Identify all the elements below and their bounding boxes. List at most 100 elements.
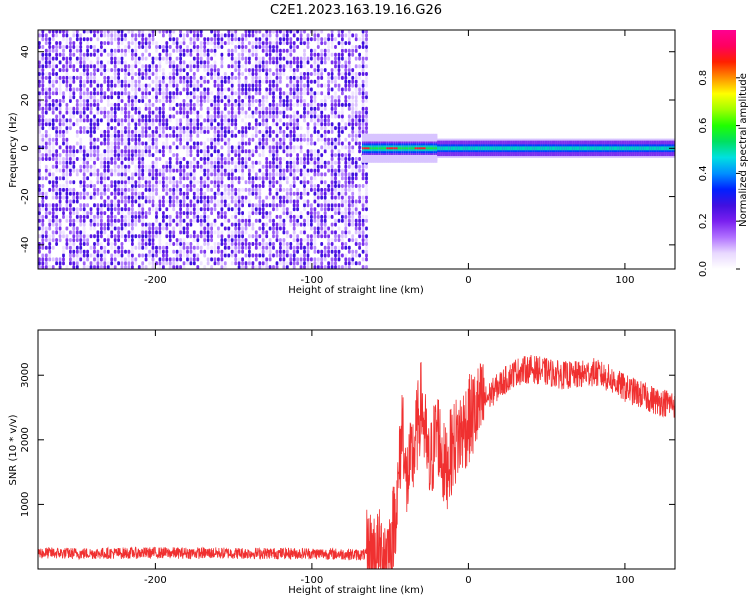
heatmap-cell	[134, 48, 138, 53]
heatmap-cell	[48, 126, 52, 131]
heatmap-cell	[217, 137, 220, 142]
heatmap-cell	[341, 75, 344, 80]
heatmap-cell	[265, 52, 269, 57]
heatmap-cell	[48, 122, 52, 127]
heatmap-cell	[155, 41, 158, 46]
heatmap-cell	[289, 106, 293, 111]
heatmap-cell	[148, 207, 151, 212]
heatmap-cell	[196, 79, 200, 84]
heatmap-cell	[137, 242, 141, 246]
heatmap-cell	[124, 172, 127, 177]
heatmap-cell	[313, 238, 317, 243]
heatmap-cell	[268, 214, 272, 219]
heatmap-cell	[220, 126, 224, 131]
heatmap-cell	[261, 234, 265, 239]
heatmap-cell	[51, 118, 55, 123]
heatmap-cell	[41, 203, 45, 208]
heatmap-cell	[268, 33, 272, 38]
heatmap-cell	[237, 68, 241, 73]
heatmap-cell	[82, 203, 86, 208]
heatmap-cell	[344, 60, 348, 65]
heatmap-cell	[89, 126, 93, 131]
heatmap-cell	[344, 261, 348, 266]
heatmap-cell	[289, 164, 293, 169]
heatmap-cell	[316, 133, 320, 138]
heatmap-cell	[251, 234, 255, 239]
heatmap-cell	[182, 64, 186, 69]
heatmap-cell	[237, 157, 241, 161]
heatmap-cell	[493, 146, 496, 151]
heatmap-cell	[337, 160, 341, 165]
heatmap-cell	[131, 261, 134, 266]
heatmap-cell	[148, 168, 151, 173]
heatmap-cell	[58, 91, 62, 96]
heatmap-cell	[251, 68, 255, 73]
heatmap-cell	[110, 83, 114, 88]
heatmap-cell	[299, 133, 303, 138]
heatmap-cell	[292, 168, 296, 173]
heatmap-cell	[175, 203, 179, 208]
heatmap-cell	[196, 180, 200, 185]
heatmap-cell	[296, 110, 299, 115]
heatmap-cell	[365, 52, 368, 57]
heatmap-cell	[320, 137, 324, 142]
heatmap-cell	[110, 48, 114, 53]
heatmap-cell	[110, 68, 114, 73]
heatmap-cell	[62, 141, 65, 146]
heatmap-cell	[141, 253, 145, 258]
heatmap-cell	[117, 118, 120, 123]
heatmap-cell	[220, 83, 224, 88]
heatmap-cell	[51, 60, 55, 65]
heatmap-cell	[51, 141, 55, 146]
heatmap-cell	[89, 222, 93, 227]
heatmap-cell	[213, 37, 217, 42]
heatmap-cell	[58, 126, 62, 131]
heatmap-cell	[213, 110, 217, 115]
heatmap-cell	[220, 56, 224, 61]
heatmap-cell	[172, 99, 176, 103]
heatmap-cell	[100, 211, 103, 216]
heatmap-cell	[189, 30, 193, 34]
heatmap-cell	[106, 122, 110, 127]
heatmap-cell	[234, 91, 238, 96]
heatmap-cell	[65, 265, 69, 269]
heatmap-cell	[289, 99, 293, 103]
heatmap-cell	[330, 203, 334, 208]
heatmap-cell	[220, 91, 224, 96]
heatmap-cell	[113, 83, 117, 88]
heatmap-cell	[69, 91, 72, 96]
heatmap-cell	[303, 245, 306, 250]
heatmap-cell	[323, 145, 327, 150]
heatmap-cell	[265, 122, 269, 127]
heatmap-cell	[148, 230, 151, 235]
heatmap-cell	[96, 172, 100, 177]
heatmap-cell	[38, 91, 41, 96]
heatmap-cell	[316, 218, 320, 223]
heatmap-cell	[100, 110, 103, 115]
heatmap-cell	[203, 191, 207, 196]
heatmap-cell	[227, 226, 231, 231]
heatmap-cell	[234, 68, 238, 73]
heatmap-cell	[106, 222, 110, 227]
heatmap-cell	[69, 164, 72, 169]
heatmap-cell	[316, 153, 320, 158]
heatmap-cell	[203, 199, 207, 204]
heatmap-cell	[344, 207, 348, 212]
heatmap-cell	[223, 242, 227, 246]
heatmap-cell	[186, 234, 189, 239]
heatmap-cell	[41, 207, 45, 212]
heatmap-cell	[206, 168, 210, 173]
heatmap-cell	[131, 99, 134, 103]
heatmap-cell	[230, 187, 234, 192]
heatmap-cell	[55, 75, 58, 80]
heatmap-cell	[203, 52, 207, 57]
heatmap-cell	[316, 60, 320, 65]
heatmap-cell	[120, 230, 124, 235]
heatmap-cell	[320, 195, 324, 200]
heatmap-cell	[69, 122, 72, 127]
heatmap-cell	[337, 211, 341, 216]
heatmap-cell	[365, 118, 368, 123]
heatmap-cell	[165, 184, 169, 188]
heatmap-cell	[100, 33, 103, 38]
heatmap-cell	[62, 129, 65, 134]
